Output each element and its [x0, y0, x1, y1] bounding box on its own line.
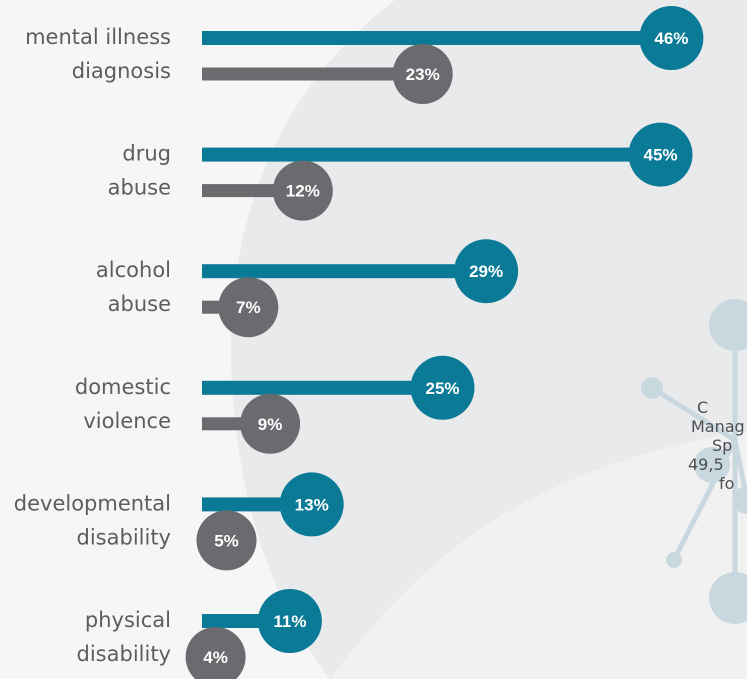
category-label: abuse: [108, 176, 171, 200]
data-label: 23%: [406, 65, 440, 84]
bar: [202, 31, 672, 45]
network-node: [666, 552, 682, 568]
network-node: [641, 377, 663, 399]
bar: [202, 67, 423, 81]
bar: [202, 147, 661, 162]
network-node: [709, 572, 747, 624]
bar: [202, 264, 487, 279]
category-label: physical: [85, 608, 171, 632]
side-note-line: Sp: [712, 436, 732, 455]
network-node: [709, 299, 747, 351]
data-label: 29%: [469, 262, 503, 281]
data-label: 5%: [214, 531, 239, 550]
category-label: developmental: [14, 491, 171, 515]
bar-end-marker: [240, 393, 301, 454]
data-label: 9%: [258, 415, 283, 434]
category-label: domestic: [75, 375, 171, 399]
category-label: violence: [83, 409, 171, 433]
background-shape-lower: [330, 430, 747, 679]
data-label: 11%: [273, 612, 306, 631]
data-label: 12%: [286, 182, 320, 201]
side-note-line: fo: [719, 474, 734, 493]
bar-end-marker: [196, 510, 257, 571]
data-label: 4%: [203, 648, 228, 667]
category-label: mental illness: [25, 25, 171, 49]
bar-end-marker: [272, 160, 333, 221]
bar-end-marker: [185, 627, 246, 679]
bar-end-marker: [639, 6, 704, 70]
bar-end-marker: [257, 589, 322, 653]
category-label: disability: [77, 642, 171, 666]
data-label: 25%: [425, 379, 459, 398]
side-note-line: 49,5: [688, 455, 724, 474]
background-shape: [0, 0, 395, 679]
network-decoration: [641, 299, 747, 624]
category-label: abuse: [108, 292, 171, 316]
network-node: [694, 447, 730, 483]
network-link: [649, 385, 738, 443]
category-label: diagnosis: [72, 59, 171, 83]
data-label: 45%: [643, 146, 677, 165]
side-note-line: C: [697, 398, 708, 417]
category-label: alcohol: [96, 258, 171, 282]
bar-end-marker: [410, 355, 475, 420]
category-label: disability: [77, 525, 171, 549]
bar-end-marker: [628, 122, 693, 187]
bar: [202, 380, 443, 395]
bar-end-marker: [392, 44, 453, 104]
bar-end-marker: [454, 239, 519, 304]
category-label: drug: [122, 142, 171, 166]
bar-end-marker: [218, 277, 279, 338]
data-label: 46%: [654, 29, 688, 48]
data-label: 7%: [236, 298, 261, 317]
data-label: 13%: [295, 495, 329, 514]
side-note-line: Manag: [691, 417, 745, 436]
bar-end-marker: [279, 472, 344, 537]
network-node: [733, 486, 747, 514]
